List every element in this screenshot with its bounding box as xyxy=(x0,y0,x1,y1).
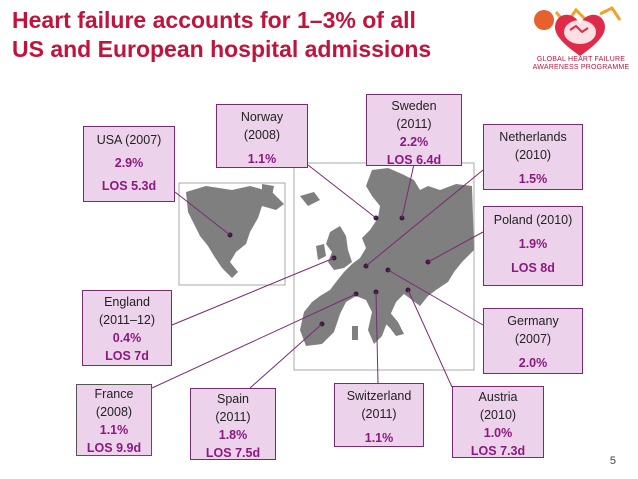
leader-germany xyxy=(387,269,484,326)
netherlands-year: (2010) xyxy=(514,148,552,162)
usa-pct: 2.9% xyxy=(114,156,144,170)
leader-netherlands xyxy=(365,169,484,267)
leader-usa xyxy=(174,191,231,236)
box-switzerland: Switzerland (2011) 1.1% xyxy=(334,383,424,447)
box-germany: Germany (2007) 2.0% xyxy=(483,308,583,374)
austria-los: LOS 7.3d xyxy=(470,444,526,458)
poland-pct: 1.9% xyxy=(518,237,548,251)
logo-line-2: AWARENESS PROGRAMME xyxy=(532,64,630,71)
spain-name: Spain xyxy=(217,392,249,406)
norway-year: (2008) xyxy=(243,128,281,142)
box-poland: Poland (2010) 1.9% LOS 8d xyxy=(483,206,583,286)
austria-name: Austria xyxy=(478,390,518,404)
switzerland-pct: 1.1% xyxy=(364,431,394,445)
france-name: France xyxy=(94,387,134,401)
usa-los: LOS 5.3d xyxy=(101,179,157,193)
logo-line-1: GLOBAL HEART FAILURE xyxy=(536,56,626,63)
england-pct: 0.4% xyxy=(112,331,142,345)
box-spain: Spain (2011) 1.8% LOS 7.5d xyxy=(190,388,276,460)
leader-spain xyxy=(249,323,323,389)
logo-text: GLOBAL HEART FAILURE AWARENESS PROGRAMME xyxy=(526,56,636,72)
iceland-shape xyxy=(300,192,320,206)
spain-los: LOS 7.5d xyxy=(205,446,261,460)
north-america-shape xyxy=(186,186,284,278)
leader-norway xyxy=(307,164,377,219)
norway-name: Norway xyxy=(240,110,284,124)
france-pct: 1.1% xyxy=(99,423,129,437)
italy-shape xyxy=(372,296,404,336)
norway-pct: 1.1% xyxy=(247,152,277,166)
greenland-shape xyxy=(262,184,274,196)
germany-year: (2007) xyxy=(514,332,552,346)
leader-poland xyxy=(427,231,484,263)
germany-pct: 2.0% xyxy=(518,356,548,370)
spain-year: (2011) xyxy=(215,410,251,424)
leader-sweden xyxy=(401,163,415,219)
box-austria: Austria (2010) 1.0% LOS 7.3d xyxy=(452,386,544,458)
france-year: (2008) xyxy=(95,405,133,419)
box-france: France (2008) 1.1% LOS 9.9d xyxy=(76,384,152,456)
title-line-1: Heart failure accounts for 1–3% of all xyxy=(12,7,416,33)
austria-year: (2010) xyxy=(479,408,517,422)
ireland-shape xyxy=(316,244,326,260)
sweden-pct: 2.2% xyxy=(399,135,429,149)
usa-name: USA (2007) xyxy=(96,133,162,147)
spain-pct: 1.8% xyxy=(218,428,248,442)
england-los: LOS 7d xyxy=(105,349,149,363)
heart-globe-logo-icon xyxy=(534,6,622,56)
poland-name: Poland (2010) xyxy=(493,213,573,227)
england-year: (2011–12) xyxy=(98,313,156,327)
switzerland-year: (2011) xyxy=(361,407,397,421)
leader-england xyxy=(171,257,335,326)
sweden-year: (2011) xyxy=(396,117,432,131)
germany-name: Germany xyxy=(507,314,559,328)
title-line-2: US and European hospital admissions xyxy=(12,36,432,62)
leader-switzerland xyxy=(375,291,379,384)
sweden-name: Sweden xyxy=(391,99,437,113)
leader-lines xyxy=(151,163,484,389)
france-los: LOS 9.9d xyxy=(86,441,142,455)
leader-france xyxy=(151,293,357,389)
leader-austria xyxy=(407,289,453,388)
austria-pct: 1.0% xyxy=(483,426,513,440)
switzerland-name: Switzerland xyxy=(346,389,412,403)
sweden-los: LOS 6.4d xyxy=(386,153,442,167)
box-netherlands: Netherlands (2010) 1.5% xyxy=(483,124,583,190)
box-usa: USA (2007) 2.9% LOS 5.3d xyxy=(83,126,175,202)
box-norway: Norway (2008) 1.1% xyxy=(216,104,308,168)
england-name: England xyxy=(104,295,150,309)
page-number: 5 xyxy=(609,455,616,467)
box-england: England (2011–12) 0.4% LOS 7d xyxy=(82,290,172,366)
box-sweden: Sweden (2011) 2.2% LOS 6.4d xyxy=(366,94,462,167)
netherlands-pct: 1.5% xyxy=(518,172,548,186)
page-title: Heart failure accounts for 1–3% of all U… xyxy=(12,6,512,64)
sardinia-shape xyxy=(352,326,358,340)
netherlands-name: Netherlands xyxy=(499,130,567,144)
poland-los: LOS 8d xyxy=(511,261,555,275)
